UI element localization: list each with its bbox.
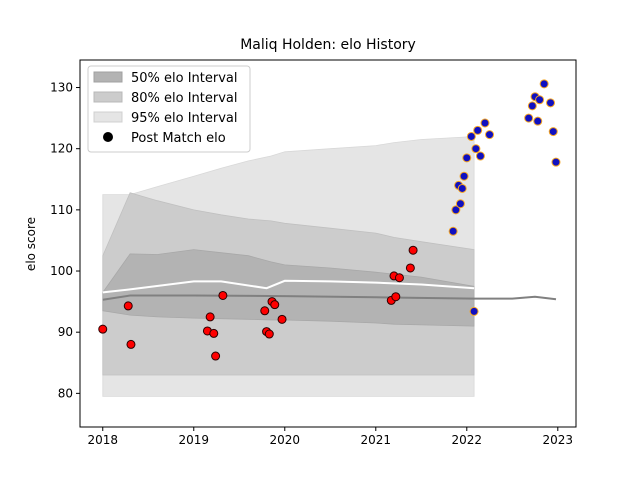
y-axis-label: elo score bbox=[24, 217, 38, 271]
data-point bbox=[270, 300, 280, 310]
band-50 bbox=[102, 249, 475, 327]
data-point bbox=[475, 151, 485, 161]
median-line bbox=[102, 294, 557, 301]
data-point bbox=[260, 306, 270, 316]
data-point bbox=[126, 339, 136, 349]
chart-title: Maliq Holden: elo History bbox=[240, 37, 416, 53]
y-tick-label: 120 bbox=[50, 142, 73, 156]
y-tick-label: 130 bbox=[50, 81, 73, 95]
legend-swatch-80 bbox=[93, 91, 123, 103]
y-tick-label: 90 bbox=[58, 325, 73, 339]
data-point bbox=[209, 328, 219, 338]
y-tick-label: 110 bbox=[50, 203, 73, 217]
data-point bbox=[451, 205, 461, 215]
upper-line bbox=[102, 279, 475, 294]
x-tick-label: 2020 bbox=[269, 433, 300, 447]
plot-area bbox=[98, 79, 561, 397]
axes: 2018 2019 2020 2021 2022 2023 80 90 100 110 120 130 bbox=[50, 59, 577, 447]
data-point bbox=[459, 171, 469, 181]
data-point bbox=[448, 226, 458, 236]
legend-label: 80% elo Interval bbox=[131, 91, 238, 106]
data-point bbox=[277, 314, 287, 324]
x-tick-label: 2021 bbox=[361, 433, 392, 447]
data-point bbox=[533, 116, 543, 126]
data-point bbox=[527, 101, 537, 111]
data-point bbox=[405, 263, 415, 273]
data-point bbox=[546, 98, 556, 108]
x-tick-label: 2018 bbox=[87, 433, 118, 447]
data-point bbox=[485, 130, 495, 140]
data-point bbox=[455, 199, 465, 209]
data-point bbox=[211, 351, 221, 361]
data-point bbox=[480, 118, 490, 128]
data-point bbox=[524, 113, 534, 123]
data-point bbox=[394, 273, 404, 283]
data-point bbox=[98, 324, 108, 334]
legend-label: 95% elo Interval bbox=[131, 111, 238, 126]
legend: 50% elo Interval 80% elo Interval 95% elo … bbox=[87, 65, 251, 153]
data-point bbox=[218, 290, 228, 300]
data-point bbox=[466, 131, 476, 141]
data-point bbox=[548, 127, 558, 137]
x-tick-label: 2019 bbox=[178, 433, 209, 447]
data-point bbox=[471, 144, 481, 154]
axes-frame bbox=[79, 59, 577, 428]
legend-label: 50% elo Interval bbox=[131, 71, 238, 86]
data-point bbox=[391, 292, 401, 302]
legend-marker-post-match bbox=[103, 132, 113, 142]
legend-swatch-50 bbox=[93, 71, 123, 83]
data-point bbox=[539, 79, 549, 89]
data-point bbox=[473, 125, 483, 135]
legend-box bbox=[87, 65, 251, 153]
data-point bbox=[205, 312, 215, 322]
data-point bbox=[264, 329, 274, 339]
data-point bbox=[551, 157, 561, 167]
data-point bbox=[123, 301, 133, 311]
x-tick-label: 2023 bbox=[543, 433, 574, 447]
data-point bbox=[408, 245, 418, 255]
y-tick-label: 100 bbox=[50, 264, 73, 278]
x-tick-label: 2022 bbox=[452, 433, 483, 447]
y-tick-label: 80 bbox=[58, 386, 73, 400]
legend-label: Post Match elo bbox=[131, 131, 226, 146]
data-point bbox=[462, 153, 472, 163]
legend-swatch-95 bbox=[93, 111, 123, 123]
data-point bbox=[457, 183, 467, 193]
data-point bbox=[535, 95, 545, 105]
plot-content bbox=[98, 79, 561, 397]
data-point bbox=[469, 306, 479, 316]
